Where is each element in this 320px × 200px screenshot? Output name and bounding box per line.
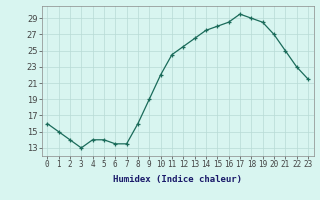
X-axis label: Humidex (Indice chaleur): Humidex (Indice chaleur) [113, 175, 242, 184]
